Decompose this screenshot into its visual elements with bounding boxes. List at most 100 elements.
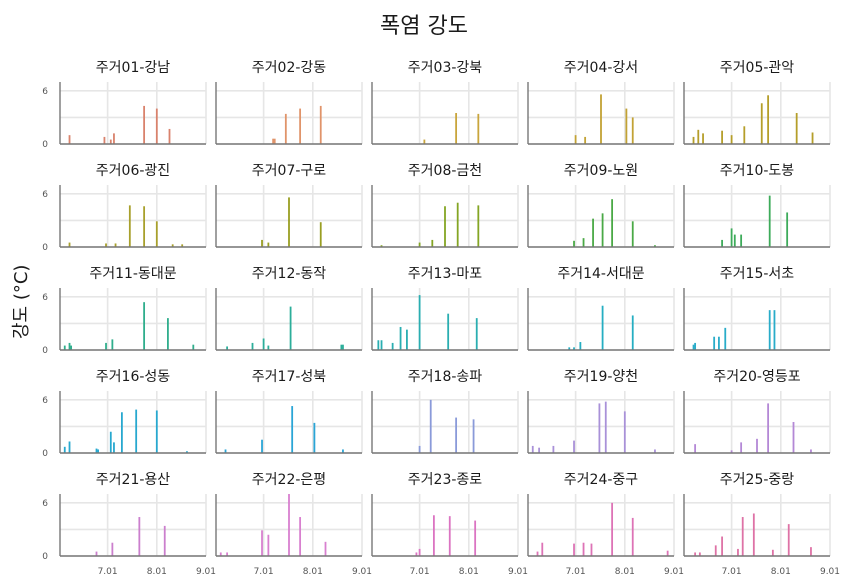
bar [698, 552, 701, 556]
bar [730, 135, 733, 144]
bar [399, 326, 402, 350]
chart-title: 폭염 강도 [380, 14, 468, 39]
bar [429, 399, 432, 453]
facet-panel: 주거02-강동 [215, 60, 363, 145]
bar [63, 345, 66, 350]
x-tick-label: 9.01 [196, 567, 216, 577]
y-tick-label: 6 [42, 396, 48, 406]
facet-title: 주거20-영등포 [713, 369, 800, 385]
bar [447, 313, 450, 350]
facet-title: 주거16-성동 [96, 369, 171, 385]
bar [261, 530, 263, 556]
bar [573, 440, 575, 453]
bar [631, 117, 634, 144]
bar [109, 139, 112, 144]
bar [155, 221, 158, 247]
bar [168, 128, 171, 144]
facet-title: 주거05-관악 [720, 60, 795, 76]
bar [694, 552, 697, 556]
facet-panel: 주거08-금천 [371, 163, 519, 248]
facet-title: 주거03-강북 [408, 60, 483, 76]
bar [768, 310, 771, 350]
bar [592, 218, 594, 247]
bar [456, 202, 459, 247]
bar [713, 336, 716, 350]
x-tick-label: 8.01 [771, 567, 791, 577]
bar [721, 239, 723, 247]
bar [568, 347, 571, 350]
bar [773, 310, 776, 350]
bar [284, 113, 287, 144]
facet-panel: 주거04-강서 [527, 60, 675, 145]
bar [552, 445, 555, 453]
facet-panel: 주거11-동대문 0 6 [42, 266, 207, 356]
facet-title: 주거15-서초 [720, 266, 795, 282]
x-tick-label: 7.01 [566, 567, 586, 577]
bar [143, 105, 146, 144]
facet-title: 주거23-종로 [408, 472, 483, 488]
bar [289, 306, 292, 350]
bar [811, 132, 814, 144]
bar [262, 338, 265, 350]
bar [291, 406, 294, 453]
bar [692, 136, 695, 144]
bar [631, 221, 634, 247]
facet-panel: 주거07-구로 [215, 163, 363, 248]
bar [111, 542, 114, 556]
bar [694, 342, 697, 350]
bar [730, 228, 733, 247]
bar [455, 417, 458, 453]
bar [768, 195, 771, 247]
bar [721, 536, 723, 556]
bar [654, 449, 656, 453]
bar [68, 441, 71, 453]
bar [448, 516, 451, 556]
bar [741, 517, 744, 556]
facet-title: 주거07-구로 [252, 163, 327, 179]
bar [113, 442, 115, 453]
bar [324, 541, 327, 556]
bar [611, 199, 614, 247]
bar [601, 305, 604, 350]
bar [267, 242, 270, 247]
facet-title: 주거12-동작 [252, 266, 327, 282]
facet-panel: 주거01-강남 0 6 [42, 60, 207, 150]
bar [472, 419, 475, 453]
bar [155, 410, 158, 453]
y-tick-label: 0 [42, 552, 48, 562]
bar [611, 502, 614, 556]
bar [319, 105, 322, 144]
bar [730, 450, 733, 453]
bar [267, 534, 270, 556]
bar [319, 222, 322, 247]
bar [787, 524, 790, 556]
bar [171, 244, 174, 247]
bar [574, 135, 577, 144]
y-tick-label: 6 [42, 190, 48, 200]
bar [418, 548, 421, 556]
bar [105, 243, 107, 247]
bar [531, 445, 534, 453]
x-tick-label: 9.01 [508, 567, 528, 577]
bar [604, 401, 607, 453]
bar [702, 133, 704, 144]
bar [601, 213, 604, 247]
bar [377, 340, 380, 350]
bar [431, 239, 434, 247]
facet-title: 주거13-마포 [408, 266, 483, 282]
x-tick-label: 8.01 [147, 567, 167, 577]
x-tick-label: 8.01 [459, 567, 479, 577]
x-tick-label: 7.01 [722, 567, 742, 577]
bar [590, 543, 593, 556]
bar [582, 238, 585, 247]
facet-panel: 주거20-영등포 [683, 369, 831, 454]
facet-panel: 주거03-강북 [371, 60, 519, 145]
bar [226, 346, 229, 350]
bar [267, 345, 270, 350]
bar [538, 447, 541, 453]
bar [423, 139, 426, 144]
bar [721, 130, 723, 144]
bar [138, 517, 141, 556]
facet-panel: 주거19-양천 [527, 369, 675, 454]
facet-title: 주거01-강남 [96, 60, 171, 76]
